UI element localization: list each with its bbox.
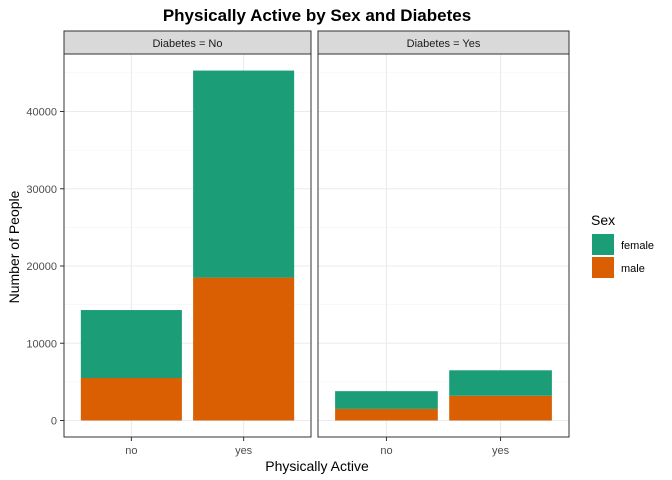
x-tick-label: no <box>380 445 392 457</box>
chart-title: Physically Active by Sex and Diabetes <box>163 6 471 25</box>
legend-label-female: female <box>621 240 654 252</box>
y-tick-label: 30000 <box>26 184 57 196</box>
legend: Sex female male <box>591 212 654 278</box>
bar-female-yes <box>193 70 295 278</box>
x-tick-label: no <box>125 445 137 457</box>
y-tick-label: 20000 <box>26 261 57 273</box>
bar-female-no <box>335 391 438 409</box>
legend-key-male <box>592 257 614 278</box>
bar-male-no <box>335 408 438 421</box>
y-axis-title: Number of People <box>6 190 22 303</box>
panel-border <box>317 53 570 438</box>
legend-title: Sex <box>591 212 615 228</box>
legend-key-female <box>592 234 614 255</box>
x-tick-label: yes <box>235 445 253 457</box>
legend-label-male: male <box>621 263 645 275</box>
facet-strip-label: Diabetes = Yes <box>407 38 481 50</box>
x-axis-title: Physically Active <box>265 458 369 474</box>
bar-male-no <box>80 378 182 421</box>
bar-male-yes <box>193 277 295 421</box>
bar-female-no <box>80 310 182 379</box>
facet-strip-label: Diabetes = No <box>152 38 222 50</box>
bar-male-yes <box>449 395 552 421</box>
y-tick-label: 40000 <box>26 107 57 119</box>
y-tick-label: 10000 <box>26 338 57 350</box>
panel-border <box>63 53 312 438</box>
bar-female-yes <box>449 370 552 396</box>
facet-panel: Diabetes = Yes no yes <box>317 30 570 457</box>
x-tick-label: yes <box>492 445 510 457</box>
facet-panel: Diabetes = No no yes <box>63 30 312 457</box>
facet-panels: Diabetes = No no yes Diabetes = Yes no yes <box>63 30 570 457</box>
y-tick-label: 0 <box>51 416 57 428</box>
y-axis-ticks: 0 10000 20000 30000 40000 <box>26 107 64 428</box>
